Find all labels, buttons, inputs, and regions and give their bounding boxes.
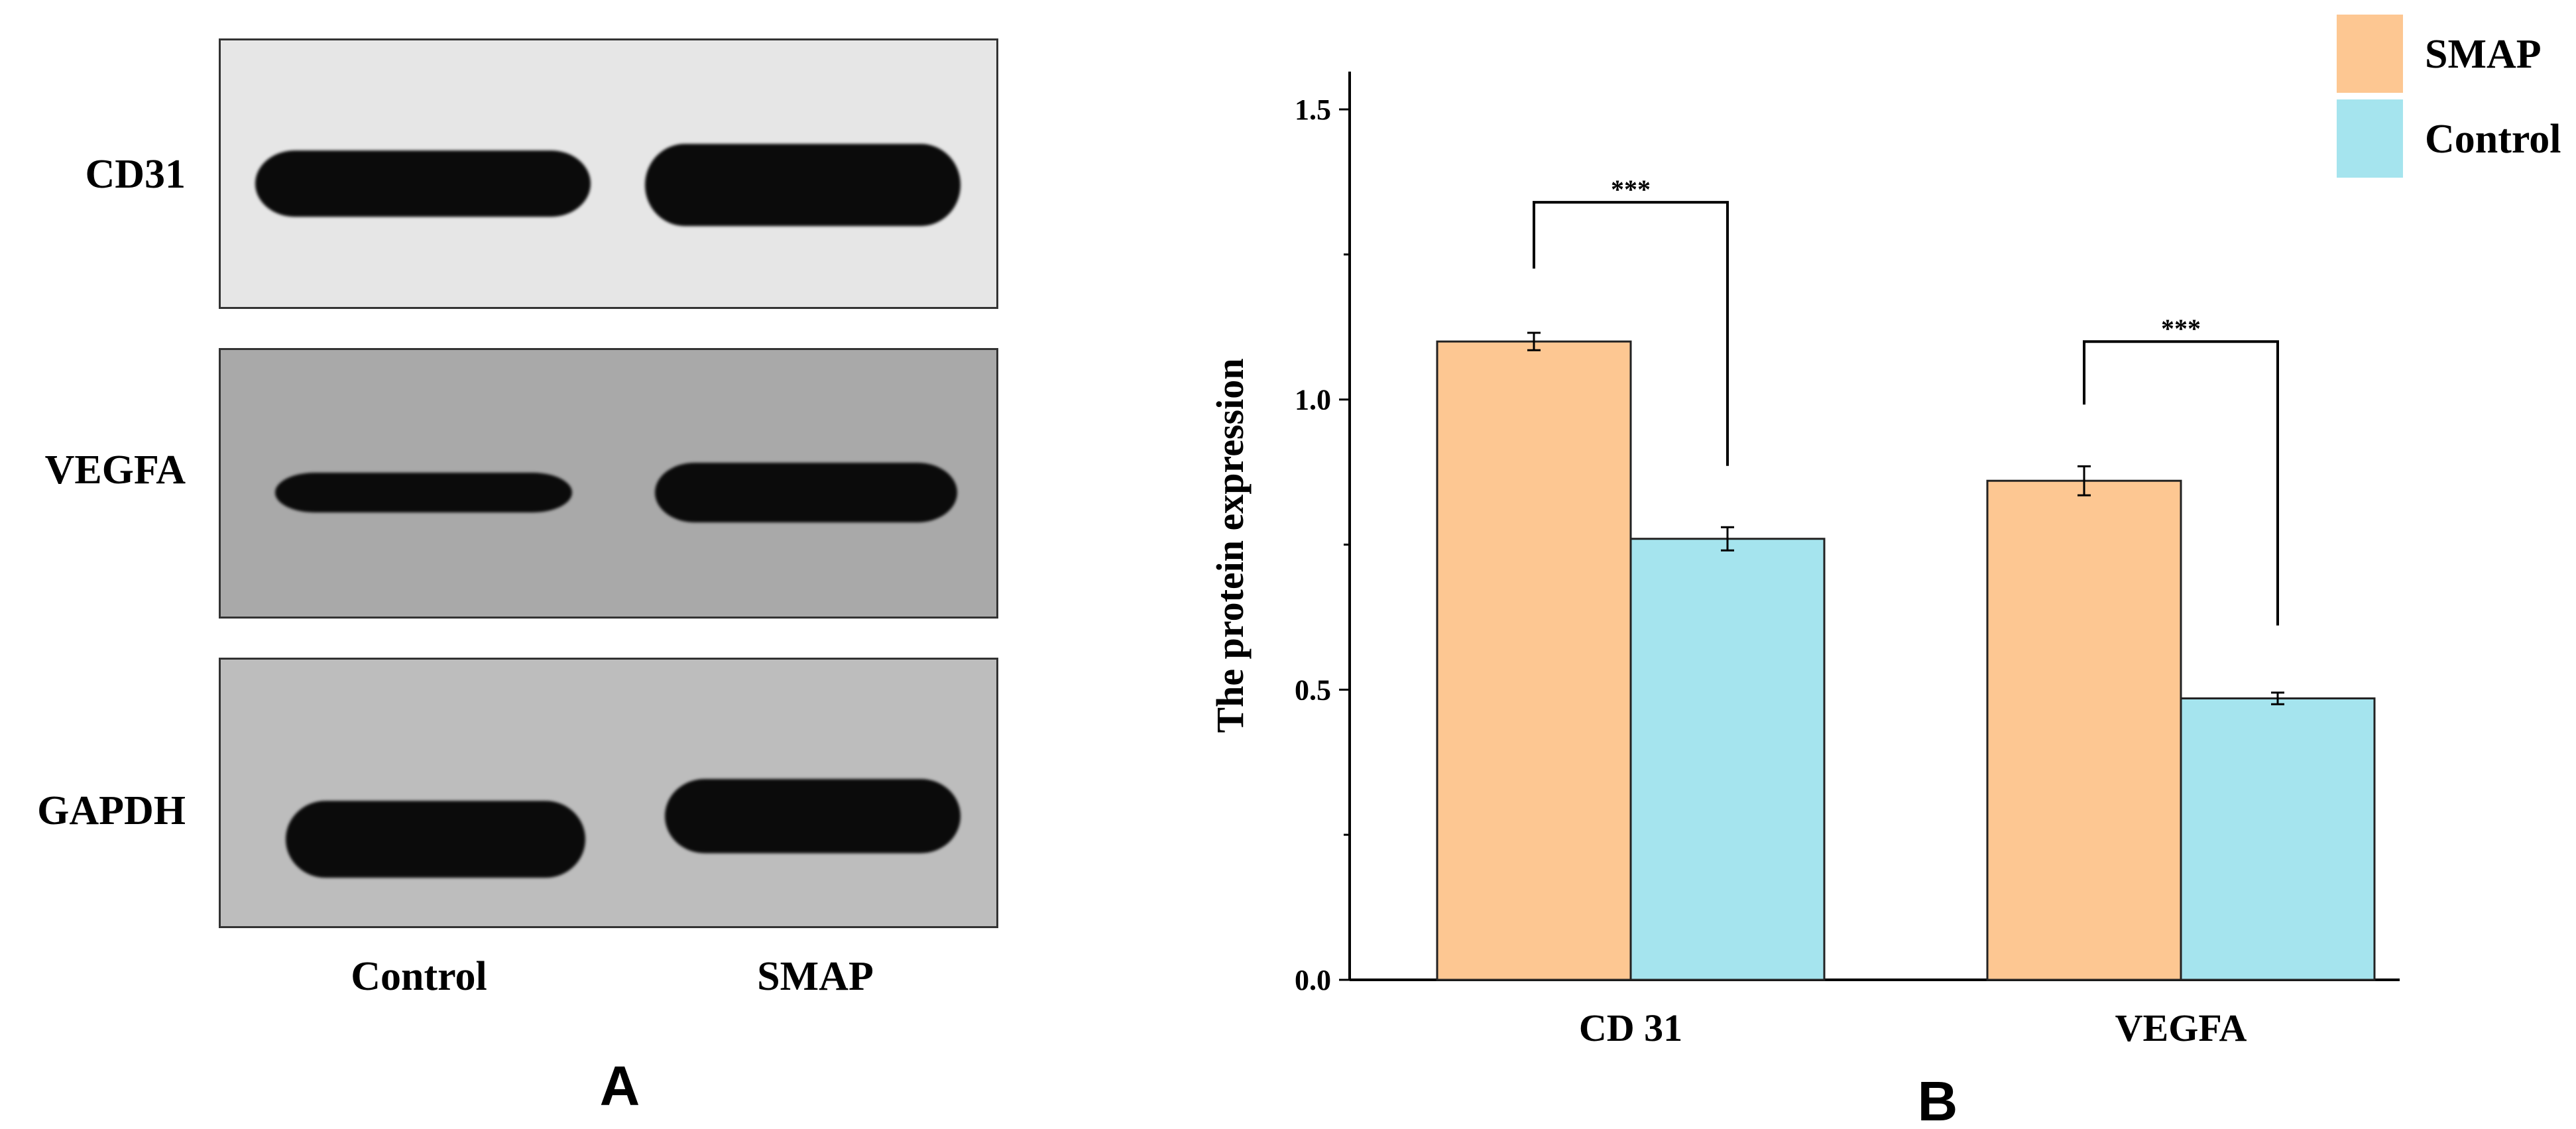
band-gapdh-smap bbox=[665, 779, 961, 853]
y-tick-label: 1.0 bbox=[1295, 384, 1331, 416]
significance-label: *** bbox=[2161, 314, 2201, 343]
bar-smap-vegfa bbox=[1986, 479, 2182, 981]
legend-swatch-smap bbox=[2337, 15, 2403, 93]
bar-control-cd31 bbox=[1629, 538, 1826, 981]
x-category-label: CD 31 bbox=[1579, 1006, 1682, 1049]
y-tick-label: 0.5 bbox=[1295, 674, 1331, 706]
significance-bracket bbox=[2083, 340, 2279, 626]
band-vegfa-control bbox=[275, 473, 572, 512]
blot-label-vegfa: VEGFA bbox=[44, 447, 186, 493]
significance-label: *** bbox=[1611, 174, 1651, 204]
blot-image-gapdh bbox=[219, 658, 998, 928]
band-vegfa-smap bbox=[655, 463, 957, 522]
western-blot-panel: CD31 VEGFA GAPDH Control SMAP A bbox=[0, 0, 1074, 1129]
panel-letter-b: B bbox=[1918, 1070, 1958, 1129]
significance-bracket bbox=[1533, 201, 1729, 466]
blot-image-vegfa bbox=[219, 348, 998, 619]
y-tick-label: 0.0 bbox=[1295, 964, 1331, 996]
blot-label-cd31: CD31 bbox=[85, 152, 186, 197]
lane-label-smap: SMAP bbox=[757, 954, 874, 999]
y-tick-label: 1.5 bbox=[1295, 93, 1331, 126]
bar-control-vegfa bbox=[2180, 697, 2376, 981]
panel-letter-a: A bbox=[599, 1055, 640, 1117]
bar-chart: 0.0 0.5 1.0 1.5 *** CD 31 *** VEGFA SMAP Contro… bbox=[1208, 15, 2561, 1129]
band-cd31-smap bbox=[645, 144, 961, 226]
legend-swatch-control bbox=[2337, 99, 2403, 178]
band-cd31-control bbox=[255, 150, 591, 217]
bar-smap-cd31 bbox=[1436, 340, 1632, 981]
y-axis-label: The protein expression bbox=[1208, 358, 1252, 733]
x-category-label: VEGFA bbox=[2115, 1006, 2247, 1049]
lane-label-control: Control bbox=[351, 954, 487, 999]
blot-label-gapdh: GAPDH bbox=[37, 788, 186, 833]
band-gapdh-control bbox=[286, 801, 585, 878]
legend-label-control: Control bbox=[2425, 117, 2561, 162]
blot-image-cd31 bbox=[219, 38, 998, 309]
legend-label-smap: SMAP bbox=[2425, 32, 2542, 77]
